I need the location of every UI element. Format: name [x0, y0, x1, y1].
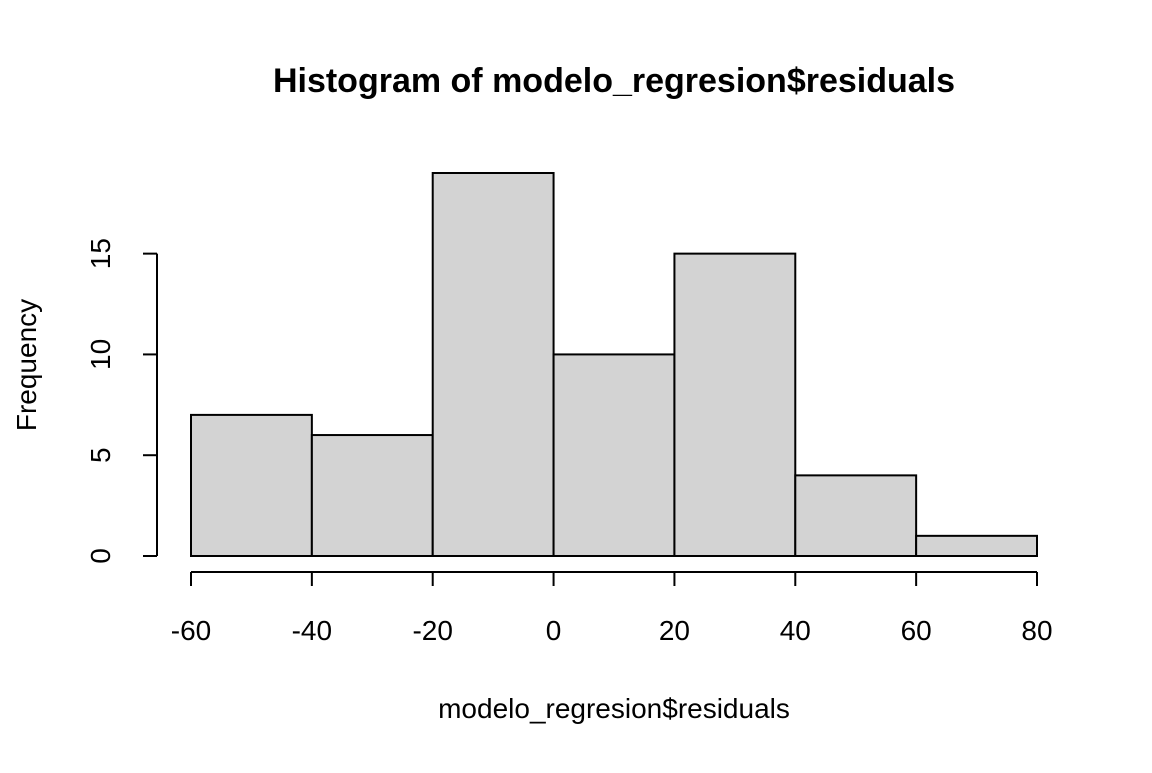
x-axis: -60 -40 -20 0 20 40 60 80: [171, 571, 1053, 646]
x-tick-label-6: 60: [901, 615, 932, 646]
bars-group: [190, 172, 1039, 558]
x-tick-label-7: 80: [1021, 615, 1052, 646]
y-tick-label-3: 15: [85, 238, 116, 269]
histogram-bar-4: [673, 252, 797, 557]
x-tick-label-0: -60: [171, 615, 211, 646]
y-tick-label-0: 0: [85, 548, 116, 564]
x-axis-label: modelo_regresion$residuals: [438, 693, 790, 724]
y-axis-label: Frequency: [11, 299, 42, 431]
histogram-bar-5: [794, 474, 918, 557]
x-tick-label-4: 20: [659, 615, 690, 646]
y-tick-label-2: 10: [85, 339, 116, 370]
histogram-bar-2: [431, 172, 555, 557]
y-tick-label-1: 5: [85, 447, 116, 463]
histogram-bar-6: [915, 534, 1039, 557]
chart-title: Histogram of modelo_regresion$residuals: [273, 62, 955, 100]
histogram-bar-1: [310, 434, 434, 558]
x-tick-label-3: 0: [546, 615, 562, 646]
histogram-bar-3: [552, 353, 676, 557]
x-tick-label-2: -20: [412, 615, 452, 646]
y-axis: 0 5 10 15: [85, 238, 158, 564]
x-tick-label-5: 40: [780, 615, 811, 646]
histogram-bar-0: [190, 413, 313, 558]
x-tick-label-1: -40: [292, 615, 332, 646]
